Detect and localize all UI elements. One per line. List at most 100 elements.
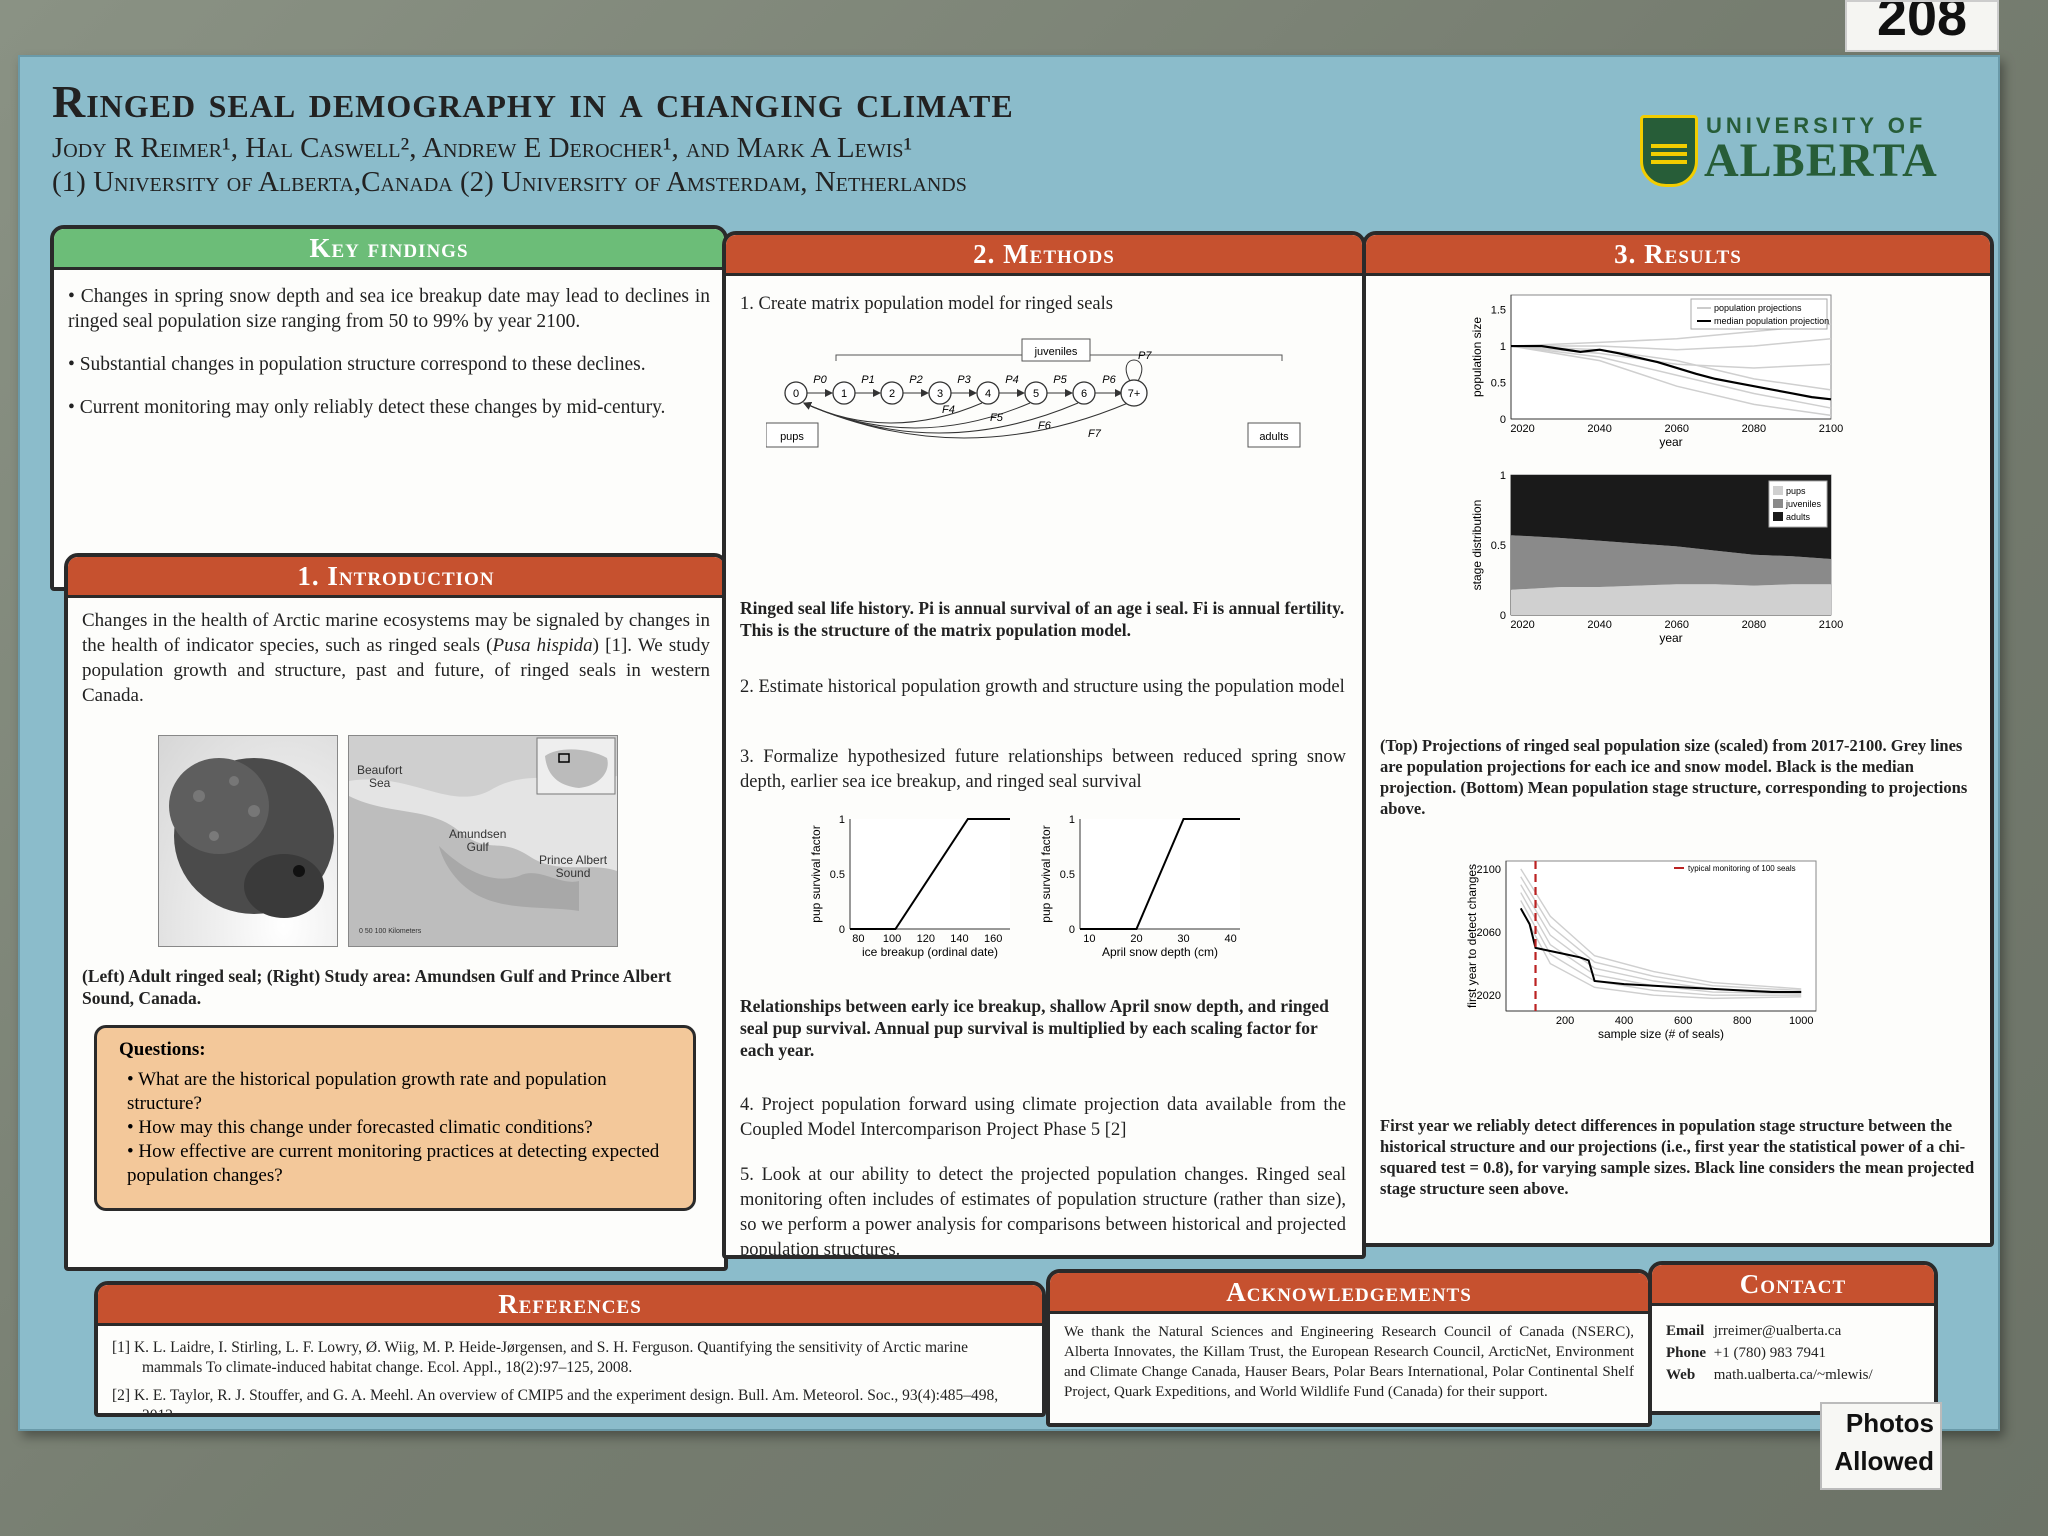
finding-item: • Substantial changes in population stru… — [68, 354, 646, 375]
legend-label: adults — [1786, 512, 1811, 522]
age-node-label: 3 — [937, 388, 943, 400]
age-node-label: 6 — [1081, 388, 1087, 400]
finding-item: • Current monitoring may only reliably d… — [68, 397, 666, 418]
x-tick-label: 10 — [1083, 933, 1095, 945]
x-axis-label: year — [1659, 631, 1682, 645]
plot-area — [850, 819, 1010, 929]
y-tick-label: 0 — [1069, 924, 1075, 936]
survival-label: P2 — [909, 374, 922, 386]
y-tick-label: 0.5 — [830, 869, 845, 881]
x-axis-label: ice breakup (ordinal date) — [862, 945, 998, 959]
legend-label: typical monitoring of 100 seals — [1688, 864, 1796, 873]
legend-label: juveniles — [1785, 499, 1822, 509]
legend-box — [1690, 298, 1828, 330]
methods-step1: 1. Create matrix population model for ri… — [740, 294, 1113, 314]
self-loop-arrow — [1125, 359, 1143, 382]
detection-year-chart: 200 400 600 800 1000 2020 2060 2100 sample size … — [1465, 860, 1817, 1041]
x-tick-label: 100 — [883, 933, 901, 945]
y-axis-label: stage distribution — [1470, 500, 1484, 591]
y-tick-label: 2100 — [1477, 864, 1501, 876]
poster-title: Ringed seal demography in a changing cli… — [52, 76, 1014, 127]
sample-line — [1520, 892, 1802, 995]
introduction-panel: 1. Introduction Changes in the health of… — [64, 553, 728, 1271]
map-scale-bar: 0 50 100 Kilometers — [359, 928, 422, 935]
acknowledgements-panel: Acknowledgements We thank the Natural Sc… — [1046, 1269, 1652, 1427]
x-tick-label: 30 — [1177, 933, 1189, 945]
y-tick-label: 0.5 — [1491, 378, 1506, 390]
authors-line: Jody R Reimer¹, Hal Caswell², Andrew E D… — [52, 132, 913, 164]
mean-detection-line — [1519, 907, 1802, 994]
pups-label: pups — [780, 431, 804, 443]
x-axis-label: year — [1659, 435, 1682, 449]
introduction-text: Changes in the health of Arctic marine e… — [82, 610, 711, 706]
stage-distribution-chart: 2020 2040 2060 2080 2100 0 0.5 1 year stage distr… — [1470, 470, 1843, 645]
affiliations-line: (1) University of Alberta,Canada (2) Uni… — [52, 166, 967, 198]
logo-top-text: UNIVERSITY OF — [1706, 113, 1927, 138]
poster: Ringed seal demography in a changing cli… — [18, 55, 2000, 1431]
methods-panel: 2. Methods 1. Create matrix population m… — [722, 231, 1366, 1259]
adults-label: adults — [1259, 431, 1289, 443]
survival-label: P3 — [957, 374, 971, 386]
x-tick-label: 2060 — [1665, 619, 1689, 631]
y-axis-label: pup survival factor — [1039, 825, 1053, 922]
age-node — [784, 381, 808, 405]
contact-panel: Contact Email jrreimer@ualberta.ca Phone… — [1648, 1261, 1938, 1415]
fertility-arrow — [803, 402, 983, 424]
median-projection-line — [1511, 344, 1832, 401]
x-tick-label: 2040 — [1587, 619, 1611, 631]
y-tick-label: 2020 — [1477, 990, 1501, 1002]
contact-heading: Contact — [1652, 1265, 1934, 1306]
age-node — [928, 381, 952, 405]
x-tick-label: 160 — [984, 933, 1002, 945]
x-tick-label: 2100 — [1819, 619, 1843, 631]
email-link[interactable]: jrreimer@ualberta.ca — [1713, 1323, 1842, 1339]
question-item: What are the historical population growt… — [127, 1068, 671, 1116]
study-area-map: Beaufort Sea Amundsen Gulf Prince Albert So… — [348, 735, 618, 947]
results-heading: 3. Results — [1366, 235, 1990, 276]
fertility-arrow — [803, 402, 1129, 439]
introduction-body: Changes in the health of Arctic marine e… — [68, 598, 724, 726]
x-tick-label: 140 — [950, 933, 968, 945]
reference-item: [2] K. E. Taylor, R. J. Stouffer, and G.… — [112, 1387, 999, 1417]
references-panel: References [1] K. L. Laidre, I. Stirling… — [94, 1281, 1046, 1417]
x-tick-label: 2100 — [1819, 423, 1843, 435]
sample-line — [1520, 900, 1802, 996]
y-tick-label: 0 — [1500, 414, 1506, 426]
key-findings-body: • Changes in spring snow depth and sea i… — [54, 270, 724, 442]
x-tick-label: 120 — [917, 933, 935, 945]
legend-swatch — [1773, 499, 1783, 508]
finding-item: • Changes in spring snow depth and sea i… — [68, 286, 710, 332]
y-tick-label: 1 — [1500, 341, 1506, 353]
y-tick-label: 1 — [1069, 814, 1075, 826]
y-tick-label: 0 — [1500, 610, 1506, 622]
results-panel: 3. Results 2020 2040 2060 2080 2100 0 0.5 1 1.5 y… — [1362, 231, 1994, 1247]
survival-label: P5 — [1053, 374, 1067, 386]
stage-area-pups — [1511, 584, 1831, 615]
fertility-label: F4 — [942, 404, 955, 416]
survival-label: P4 — [1005, 374, 1018, 386]
map-label-beaufort: Beaufort Sea — [357, 763, 403, 790]
poster-authors: Jody R Reimer¹, Hal Caswell², Andrew E D… — [52, 131, 967, 199]
diagram-caption: Ringed seal life history. Pi is annual s… — [740, 598, 1345, 640]
age-node-label: 1 — [841, 388, 847, 400]
introduction-heading: 1. Introduction — [68, 557, 724, 598]
sample-line — [1520, 876, 1802, 992]
questions-list: What are the historical population growt… — [119, 1068, 671, 1188]
ice-breakup-chart: 80 100 120 140 160 0 0.5 1 ice breakup (ordinal … — [809, 814, 1010, 959]
x-axis-label: sample size (# of seals) — [1598, 1027, 1724, 1041]
references-list: [1] K. L. Laidre, I. Stirling, L. F. Low… — [98, 1326, 1042, 1417]
age-node — [832, 381, 856, 405]
contact-email: Email jrreimer@ualberta.ca — [1666, 1323, 1842, 1339]
x-tick-label: 20 — [1130, 933, 1142, 945]
question-item: How may this change under forecasted cli… — [127, 1116, 671, 1140]
sample-line — [1520, 908, 1802, 1000]
curves-caption: Relationships between early ice breakup,… — [740, 996, 1329, 1060]
y-tick-label: 1.5 — [1491, 305, 1506, 317]
x-tick-label: 400 — [1615, 1015, 1633, 1027]
survival-factor-line — [1080, 818, 1240, 930]
web-link[interactable]: math.ualberta.ca/~mlewis/ — [1713, 1367, 1873, 1383]
acknowledgements-heading: Acknowledgements — [1050, 1273, 1648, 1314]
y-axis-label: population size — [1470, 317, 1484, 397]
university-logo: UNIVERSITY OF ALBERTA — [1640, 111, 1940, 191]
